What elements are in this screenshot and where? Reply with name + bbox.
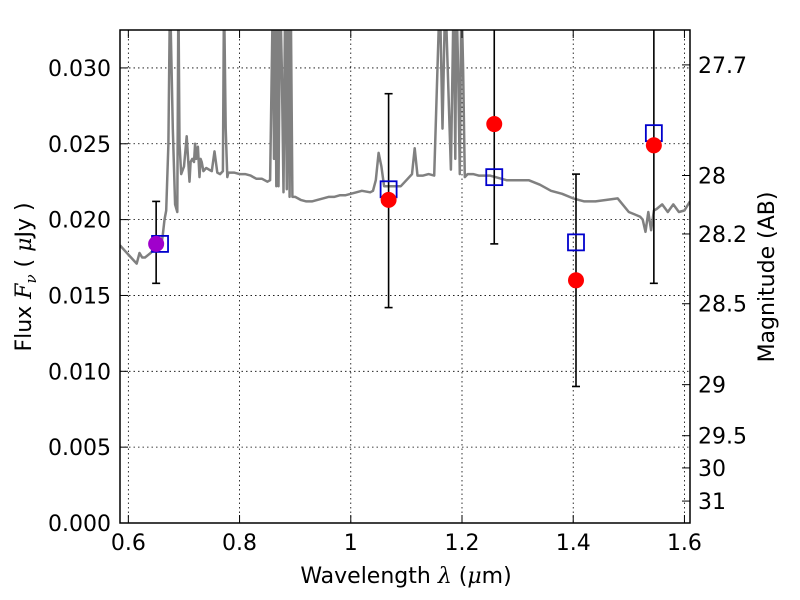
x-tick-label: 0.8 [222, 531, 257, 556]
observed-photometry-point [568, 272, 584, 289]
x-axis-lambda-symbol: λ [437, 564, 452, 589]
y-axis-flux-symbol: F [12, 283, 37, 300]
y-tick-label: 0.025 [48, 133, 111, 158]
x-tick-label: 1.2 [445, 531, 480, 556]
model-spectrum-line [120, 30, 690, 265]
y-tick-label: 0.000 [48, 512, 111, 537]
y-tick-label: 0.015 [48, 284, 111, 309]
spectrum-layer [120, 30, 690, 265]
axis-ticks: 0.6 0.8 1 1.2 1.4 1.6 0.000 0.005 0.010 0.015 0.02… [48, 30, 747, 556]
y-axis-unit-close: Jy ) [12, 202, 37, 239]
x-tick-label: 0.6 [111, 531, 146, 556]
y-axis-unit-mu: μ [12, 238, 37, 252]
mag-tick-label: 29.5 [698, 425, 747, 450]
mag-tick-label: 28.5 [698, 293, 747, 318]
right-axis-label: Magnitude (AB) [755, 192, 780, 363]
y-axis-unit-open: ( [12, 252, 37, 275]
x-tick-label: 1.4 [556, 531, 591, 556]
y-tick-label: 0.020 [48, 209, 111, 234]
observed-photometry-point [380, 191, 397, 208]
x-axis-unit-mu: μ [467, 564, 481, 589]
model-photometry-point [485, 168, 504, 187]
model-photometry-point [567, 233, 585, 252]
x-axis-label-prefix: Wavelength [300, 564, 438, 589]
grid-lines [120, 30, 690, 524]
mag-tick-label: 27.7 [698, 54, 747, 79]
y-axis-flux-subscript: ν [22, 274, 40, 283]
x-axis-label: Wavelength λ (μm) [300, 564, 511, 589]
y-tick-label: 0.030 [48, 57, 111, 82]
plot-frame [119, 29, 691, 524]
x-axis-unit-close: m) [482, 564, 512, 589]
x-tick-label: 1 [344, 531, 358, 556]
observed-points [148, 116, 662, 289]
x-tick-label: 1.6 [667, 531, 702, 556]
y-axis-label: Flux Fν ( μJy ) [12, 202, 40, 351]
mag-tick-label: 28.2 [698, 223, 747, 248]
observed-photometry-point [148, 235, 165, 252]
y-tick-label: 0.005 [48, 436, 111, 461]
mag-tick-label: 28 [698, 164, 726, 189]
x-axis-unit-open: ( [452, 564, 468, 589]
observed-photometry-point [645, 137, 662, 154]
mag-tick-label: 30 [698, 457, 726, 482]
error-bars [152, 30, 658, 388]
observed-photometry-point [486, 116, 503, 133]
mag-tick-label: 29 [698, 374, 726, 399]
mag-tick-label: 31 [698, 490, 726, 515]
y-axis-label-prefix: Flux [12, 299, 37, 352]
y-tick-label: 0.010 [48, 360, 111, 385]
